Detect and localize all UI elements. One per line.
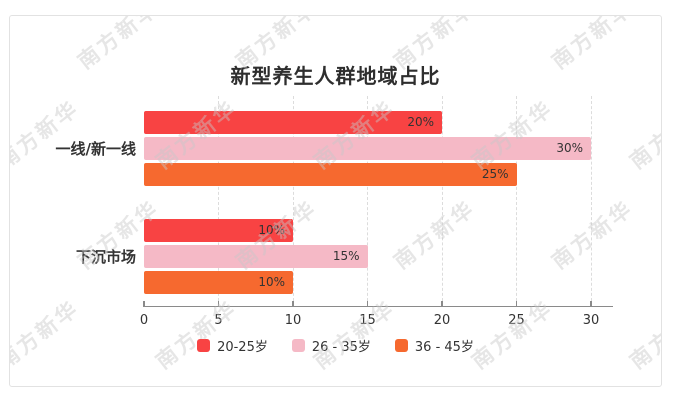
x-axis-tick-label-0: 0	[139, 313, 149, 328]
bar-value-label: 30%	[556, 141, 583, 155]
legend-label: 20-25岁	[217, 340, 268, 355]
x-axis-tick-0	[143, 301, 145, 306]
gridline-30	[590, 96, 592, 306]
x-axis-tick-15	[366, 301, 369, 306]
x-axis-tick-10	[292, 301, 294, 306]
bar-value-label: 10%	[258, 223, 285, 237]
bar-value-label: 25%	[481, 167, 509, 181]
legend-item-1: 26 - 35岁	[291, 336, 371, 355]
bar-20-25岁-下沉市场: 10%	[144, 219, 293, 242]
chart-title: 新型养生人群地域占比	[230, 64, 441, 88]
x-axis-tick-label-5: 5	[214, 313, 223, 328]
gridline-5	[218, 96, 219, 306]
bar-26 - 35岁-下沉市场: 15%	[144, 245, 368, 268]
gridline-15	[367, 96, 368, 306]
x-axis-tick-30	[590, 301, 592, 306]
bar-36 - 45岁-下沉市场: 10%	[144, 271, 293, 294]
chart-card: 新型养生人群地域占比 20% 10% 30% 15% 25% 10% 0 5 10 15 20 25 3…	[9, 15, 662, 387]
bar-value-label: 10%	[258, 275, 285, 289]
bar-value-label: 20%	[407, 115, 434, 129]
legend-item-0: 20-25岁	[197, 336, 268, 355]
legend-swatch-icon	[291, 339, 305, 352]
gridline-25	[516, 96, 517, 306]
legend-swatch-icon	[197, 339, 211, 352]
bar-value-label: 15%	[332, 249, 360, 263]
bar-26 - 35岁-一线/新一线: 30%	[144, 137, 591, 160]
x-axis-tick-20	[441, 301, 443, 306]
legend-label: 26 - 35岁	[311, 340, 371, 355]
bar-36 - 45岁-一线/新一线: 25%	[144, 163, 517, 186]
legend-swatch-icon	[394, 339, 408, 352]
gridline-20	[441, 96, 443, 306]
x-axis-tick-label-15: 15	[359, 313, 376, 328]
x-axis-tick-label-25: 25	[508, 313, 525, 328]
x-axis-tick-5	[217, 301, 220, 306]
x-axis-line	[143, 306, 613, 307]
legend-item-2: 36 - 45岁	[394, 336, 474, 355]
legend-label: 36 - 45岁	[414, 340, 474, 355]
x-axis-tick-25	[515, 301, 518, 306]
x-axis-tick-label-10: 10	[284, 313, 302, 328]
chart-legend: 20-25岁 26 - 35岁 36 - 45岁	[10, 336, 661, 355]
category-label-1: 下沉市场	[75, 247, 136, 266]
bar-20-25岁-一线/新一线: 20%	[144, 111, 442, 134]
gridline-10	[292, 96, 294, 306]
x-axis-tick-label-20: 20	[433, 313, 451, 328]
category-label-0: 一线/新一线	[55, 139, 136, 158]
x-axis-tick-label-30: 30	[582, 313, 600, 328]
plot-area: 20% 10% 30% 15% 25% 10% 0 5 10 15 20 25 30 一线/新一线下沉市场	[10, 16, 661, 386]
